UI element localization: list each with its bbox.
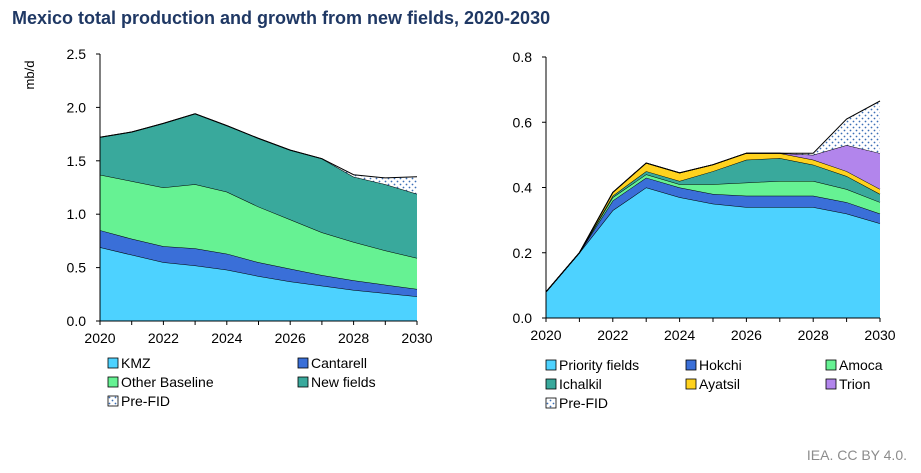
legend-label-other-baseline: Other Baseline [121, 374, 214, 390]
legend-label-hokchi: Hokchi [699, 357, 742, 373]
legend-label-amoca: Amoca [839, 357, 883, 373]
source-credit: IEA. CC BY 4.0. [806, 447, 907, 463]
x-tick-label: 2030 [864, 327, 895, 343]
legend-swatch-hokchi [685, 359, 697, 371]
legend-label-cantarell: Cantarell [311, 355, 367, 371]
y-tick-label: 1.0 [67, 206, 87, 222]
production-area-chart: 0.0 0.5 1.0 1.5 2.0 2.5 2020 2022 2024 2026 2028 20… [22, 46, 433, 409]
legend-swatch-ayatsil [685, 378, 697, 390]
y-axis-label: mb/d [22, 61, 37, 90]
y-tick-label: 2.0 [67, 99, 87, 115]
area-priority-fields [546, 187, 880, 318]
area-trion [546, 145, 880, 292]
x-tick-label: 2020 [530, 327, 561, 343]
area-hokchi [546, 177, 880, 292]
legend-swatch-ichalkil [545, 378, 557, 390]
area-other-baseline [100, 174, 417, 289]
legend-swatch-amoca [825, 359, 837, 371]
legend-swatch-other-baseline [107, 376, 119, 388]
legend-swatch-pre-fid [107, 395, 119, 407]
x-tick-label: 2022 [148, 330, 179, 346]
y-tick-label: 2.5 [67, 46, 87, 62]
legend-label-trion: Trion [839, 376, 870, 392]
x-tick-label: 2024 [211, 330, 242, 346]
y-tick-label: 1.5 [67, 153, 87, 169]
legend-label-priority-fields: Priority fields [559, 357, 639, 373]
area-new-fields [100, 113, 417, 258]
new-fields-area-chart: 0.0 0.2 0.4 0.6 0.8 2020 2022 2024 2026 2028 2030 P… [513, 49, 896, 411]
x-tick-label: 2028 [338, 330, 369, 346]
area-pre-fid [546, 101, 880, 292]
chart-title: Mexico total production and growth from … [12, 8, 551, 28]
legend-swatch-pre-fid [545, 397, 557, 409]
y-tick-label: 0.6 [513, 114, 533, 130]
x-tick-label: 2024 [664, 327, 695, 343]
legend-label-pre-fid: Pre-FID [121, 393, 170, 409]
y-tick-label: 0.0 [67, 313, 87, 329]
legend-swatch-cantarell [297, 357, 309, 369]
legend-label-new-fields: New fields [311, 374, 376, 390]
legend-label-ayatsil: Ayatsil [699, 376, 740, 392]
edge-pre-fid [99, 113, 418, 179]
y-tick-label: 0.5 [67, 260, 87, 276]
x-tick-label: 2022 [597, 327, 628, 343]
edge-pre-fid [545, 100, 881, 293]
x-tick-label: 2020 [84, 330, 115, 346]
y-tick-label: 0.0 [513, 310, 533, 326]
area-kmz [100, 247, 417, 321]
area-cantarell [100, 230, 417, 297]
legend-swatch-kmz [107, 357, 119, 369]
x-tick-label: 2026 [731, 327, 762, 343]
x-tick-label: 2028 [798, 327, 829, 343]
legend-swatch-trion [825, 378, 837, 390]
legend-label-pre-fid: Pre-FID [559, 395, 608, 411]
x-tick-label: 2026 [275, 330, 306, 346]
legend-swatch-new-fields [297, 376, 309, 388]
y-tick-label: 0.2 [513, 245, 533, 261]
legend-label-kmz: KMZ [121, 355, 151, 371]
x-tick-label: 2030 [401, 330, 432, 346]
legend-swatch-priority-fields [545, 359, 557, 371]
y-tick-label: 0.8 [513, 49, 533, 65]
legend-label-ichalkil: Ichalkil [559, 376, 602, 392]
y-tick-label: 0.4 [513, 180, 533, 196]
